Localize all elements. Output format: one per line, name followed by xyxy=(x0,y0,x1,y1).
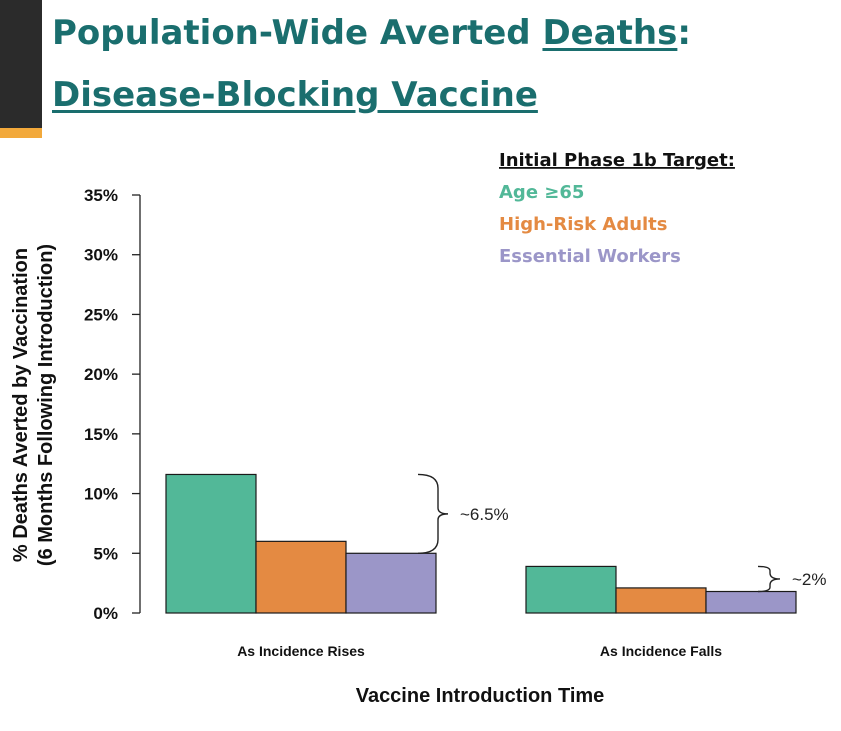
legend-items: Age ≥65 High-Risk Adults Essential Workers xyxy=(499,182,681,267)
legend: Initial Phase 1b Target: Age ≥65 High-Ris… xyxy=(499,150,735,267)
annotation-label: ~2% xyxy=(792,570,827,589)
legend-item: Essential Workers xyxy=(499,246,681,267)
x-axis-title: Vaccine Introduction Time xyxy=(356,685,605,707)
y-tick-label: 10% xyxy=(84,485,118,504)
y-tick-label: 25% xyxy=(84,305,118,324)
bar xyxy=(525,565,617,614)
legend-item: Age ≥65 xyxy=(499,182,584,203)
bar xyxy=(165,473,257,614)
category-labels: As Incidence Rises As Incidence Falls xyxy=(237,643,722,659)
bar xyxy=(705,590,797,614)
title-text-line2: Disease-Blocking Vaccine xyxy=(52,75,538,115)
slide-title: Population-Wide Averted Deaths: Disease-… xyxy=(52,2,691,126)
y-tick-label: 20% xyxy=(84,365,118,384)
y-tick-label: 5% xyxy=(93,544,118,563)
legend-item: High-Risk Adults xyxy=(499,214,668,235)
y-tick-label: 15% xyxy=(84,425,118,444)
bars-group xyxy=(165,473,797,614)
y-tick-label: 30% xyxy=(84,246,118,265)
annotations-group: ~6.5% ~2% xyxy=(417,473,827,593)
left-accent-stripe xyxy=(0,128,42,138)
legend-title: Initial Phase 1b Target: xyxy=(499,150,735,171)
bar xyxy=(345,552,437,614)
title-text-colon: : xyxy=(677,13,691,53)
y-axis-title-line1: % Deaths Averted by Vaccination xyxy=(10,248,32,562)
title-text-part1: Population-Wide Averted xyxy=(52,13,543,53)
title-text-deaths: Deaths xyxy=(542,13,678,53)
category-label: As Incidence Falls xyxy=(600,643,722,659)
annotation-label: ~6.5% xyxy=(460,505,509,524)
annotation-brace xyxy=(417,473,449,554)
y-tick-label: 35% xyxy=(84,186,118,205)
left-dark-bar xyxy=(0,0,42,128)
annotation-brace xyxy=(757,565,781,593)
bar xyxy=(615,587,707,614)
y-axis-title-line2: (6 Months Following Introduction) xyxy=(35,244,57,566)
bar xyxy=(255,540,347,614)
y-tick-label: 0% xyxy=(93,604,118,623)
category-label: As Incidence Rises xyxy=(237,643,365,659)
y-axis: 0% 5% 10% 15% 20% 25% 30% 35% xyxy=(84,186,141,623)
